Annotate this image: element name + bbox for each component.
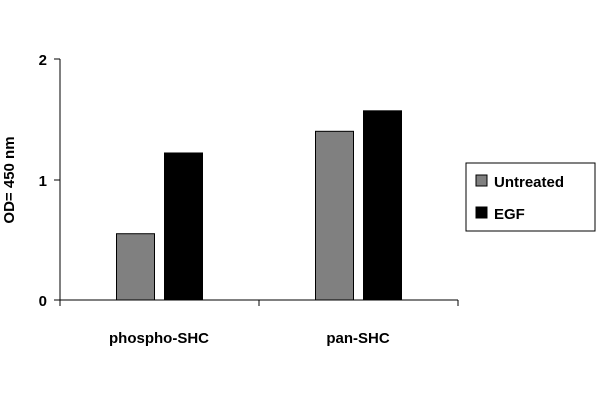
legend-border: [465, 162, 596, 232]
legend-swatch-untreated: [475, 174, 488, 187]
legend: Untreated EGF: [465, 162, 596, 232]
bar-untreated-pan-shc: [315, 130, 354, 301]
bar-egf-phospho-shc: [164, 152, 203, 301]
y-axis-label: OD= 450 nm: [1, 136, 18, 223]
bars-layer: [116, 110, 402, 301]
y-tick-label: 1: [39, 173, 47, 190]
legend-label-egf: EGF: [494, 206, 525, 223]
y-tick-label: 2: [39, 52, 47, 69]
bar-untreated-phospho-shc: [116, 233, 155, 301]
legend-swatch-egf: [475, 206, 488, 219]
legend-label-untreated: Untreated: [494, 174, 564, 191]
y-tick-label: 0: [39, 293, 47, 310]
x-category-label: phospho-SHC: [109, 330, 209, 347]
x-category-label: pan-SHC: [326, 330, 390, 347]
bar-egf-pan-shc: [363, 110, 402, 301]
